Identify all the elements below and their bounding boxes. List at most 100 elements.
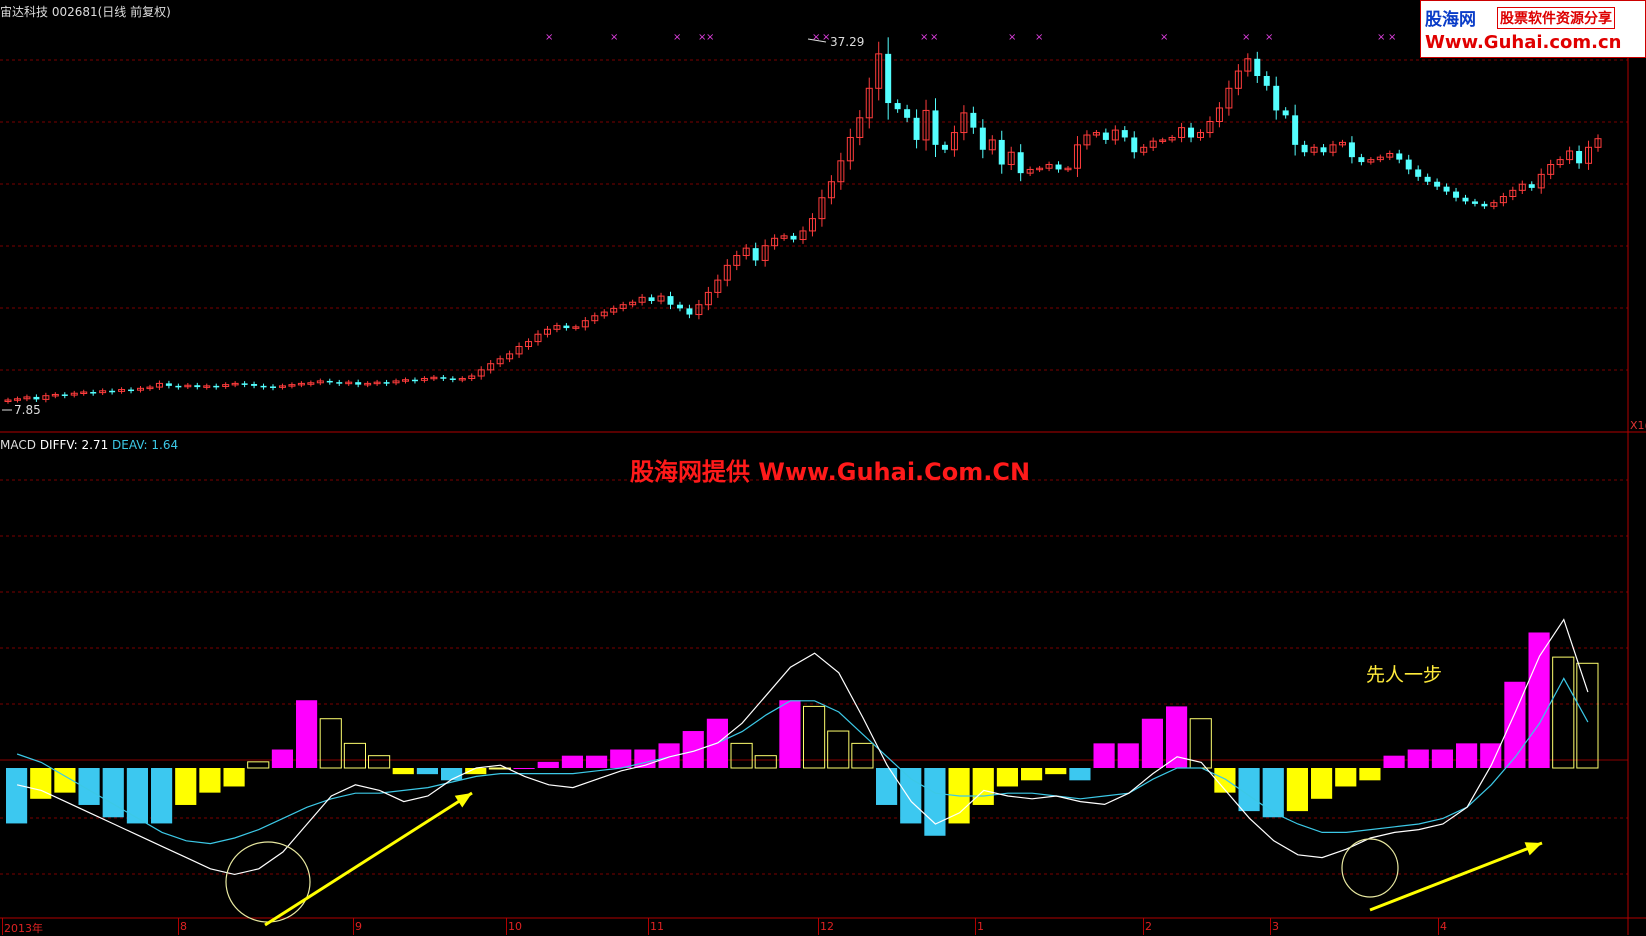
macd-bar (1166, 706, 1188, 768)
macd-bar (1117, 743, 1139, 768)
candle (430, 375, 438, 382)
x-axis-tick (818, 918, 819, 935)
candle (373, 379, 381, 386)
candle-body (572, 326, 580, 329)
candle-body (875, 53, 883, 89)
candle-body (808, 218, 816, 232)
candle (970, 106, 977, 134)
x-axis-label: 9 (355, 920, 362, 933)
candle-body (970, 112, 977, 128)
candle (1490, 199, 1498, 210)
candle-body (90, 392, 97, 394)
candle (1576, 145, 1583, 169)
candlestick-series (4, 37, 1602, 404)
candle-body (1102, 132, 1109, 140)
high-price-label: 37.29 (830, 35, 864, 49)
candle (1149, 137, 1157, 151)
macd-bar (1504, 681, 1526, 768)
diff-line (16, 618, 1589, 876)
candle-body (932, 110, 939, 145)
macd-bar (319, 718, 342, 769)
candle (988, 135, 996, 155)
candle (543, 326, 551, 338)
candle (411, 377, 418, 384)
candle (1244, 53, 1252, 77)
candle (581, 317, 589, 331)
candle (42, 392, 50, 403)
candle (355, 379, 362, 388)
candle (723, 259, 731, 287)
x-axis-tick (975, 918, 976, 935)
candle-body (213, 385, 220, 388)
candle-body (297, 382, 305, 386)
candle (109, 388, 116, 395)
candle (70, 390, 78, 398)
candle-body (591, 315, 599, 322)
candle-body (383, 382, 390, 384)
candle-body (260, 385, 267, 388)
candle-body (1338, 141, 1346, 146)
candle-body (761, 245, 769, 261)
candle (1225, 80, 1233, 116)
candle (1055, 161, 1062, 173)
candle-body (1396, 153, 1403, 160)
candle-body (373, 381, 381, 385)
candle-body (468, 375, 476, 379)
candle (1301, 140, 1308, 157)
macd-bar (1480, 743, 1502, 768)
candle-body (13, 398, 21, 401)
candle-body (307, 382, 315, 385)
macd-bar (658, 743, 680, 768)
candle-body (1348, 142, 1355, 158)
candle (638, 294, 646, 306)
candle-body (1301, 144, 1308, 153)
candle (175, 383, 182, 390)
low-price-label: 7.85 (14, 403, 41, 417)
candle (818, 189, 826, 227)
candle-body (1064, 167, 1072, 171)
candle (1215, 102, 1223, 128)
candle-body (1585, 146, 1593, 164)
candle (1092, 130, 1100, 138)
candle (1159, 137, 1167, 144)
candle-body (1111, 129, 1119, 141)
candle-body (922, 109, 930, 141)
candle-body (1320, 147, 1327, 153)
macd-bar (488, 767, 512, 770)
candle (184, 382, 192, 389)
candle (326, 378, 333, 385)
macd-bar (513, 768, 535, 769)
candle (1453, 187, 1460, 202)
candle (213, 383, 220, 390)
candle-body (714, 279, 722, 293)
candle-body (496, 358, 504, 365)
macd-bar (1021, 768, 1043, 781)
dea-line (16, 677, 1589, 845)
macd-bar (296, 700, 318, 768)
macd-bar (730, 742, 753, 769)
candle (667, 291, 674, 310)
macd-bar (199, 768, 221, 793)
candle (752, 242, 759, 266)
candle (885, 37, 892, 120)
candle-body (137, 387, 144, 391)
candle-body (80, 391, 88, 395)
x-axis-tick (1143, 918, 1144, 935)
candle (648, 294, 655, 304)
signal-marker: × (698, 32, 706, 43)
signal-marker: × (1160, 32, 1168, 43)
macd-bar (416, 768, 438, 775)
signal-marker: × (545, 32, 553, 43)
signal-marker: × (1388, 32, 1396, 43)
candle-body (1547, 164, 1555, 175)
x-axis-label: 2013年 (4, 922, 43, 935)
candle (1140, 144, 1148, 156)
candle (534, 330, 542, 346)
candle-body (316, 380, 324, 384)
candle-body (241, 383, 248, 385)
candle-body (1273, 85, 1280, 111)
x-axis-tick (353, 918, 354, 935)
candle-body (667, 296, 674, 305)
candle-body (1178, 127, 1186, 138)
candle-body (894, 103, 901, 110)
